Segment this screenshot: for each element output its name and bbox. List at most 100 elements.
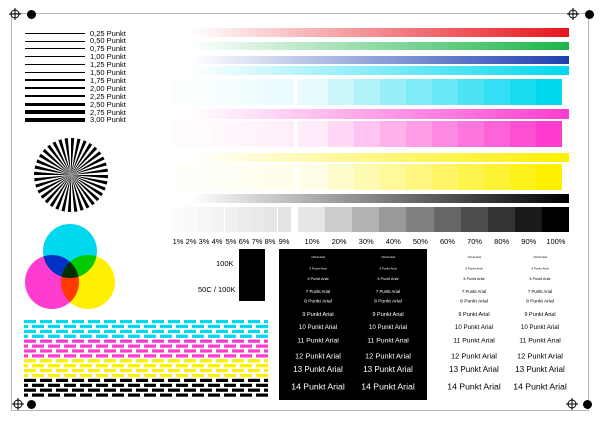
star-sector bbox=[36, 159, 71, 175]
stripe-block bbox=[264, 388, 268, 392]
black-label-100k: 100K bbox=[216, 259, 234, 268]
stripe-block bbox=[208, 334, 220, 338]
stripe-block bbox=[256, 354, 268, 358]
font-size-sample: 5 Punkt Arial bbox=[309, 266, 327, 271]
stripe-block bbox=[144, 373, 156, 378]
color-step bbox=[211, 164, 224, 190]
stripe-block bbox=[248, 388, 260, 392]
star-sector bbox=[34, 171, 71, 175]
stripe-block bbox=[24, 383, 28, 387]
line-width-sample bbox=[25, 71, 85, 74]
gradient-bar bbox=[172, 56, 569, 64]
stripe-block bbox=[128, 324, 140, 329]
line-width-label: 0,50 Punkt bbox=[90, 36, 126, 46]
stripe-block bbox=[240, 344, 252, 348]
stripe-block bbox=[72, 359, 84, 363]
stripe-block bbox=[72, 349, 84, 353]
color-step bbox=[484, 121, 510, 147]
star-sector bbox=[55, 175, 71, 210]
stripe-block bbox=[104, 320, 116, 324]
stripe-block bbox=[232, 369, 244, 373]
stripe-block bbox=[112, 334, 124, 338]
font-size-sample: 5 Punkt Arial bbox=[379, 266, 397, 271]
color-step bbox=[185, 121, 198, 147]
font-size-sample: 10 Punkt Arial bbox=[368, 323, 408, 331]
color-step bbox=[250, 79, 263, 105]
star-sector bbox=[52, 141, 71, 175]
stripe-block bbox=[264, 329, 268, 333]
stripe-block bbox=[72, 378, 84, 382]
stripe-block bbox=[64, 334, 76, 338]
star-sector bbox=[58, 139, 71, 175]
stripe-block bbox=[40, 339, 52, 343]
stripe-block bbox=[264, 339, 268, 343]
font-size-sample: 14 Punkt Arial bbox=[447, 381, 501, 392]
stripe-block bbox=[256, 334, 268, 338]
stripe-block bbox=[168, 388, 180, 392]
stripe-block bbox=[208, 373, 220, 378]
font-size-sample: 11 Punkt Arial bbox=[453, 337, 495, 345]
gray-label: 60% bbox=[439, 237, 456, 246]
gray-step bbox=[433, 207, 461, 232]
stripe-block bbox=[56, 349, 68, 353]
gray-step bbox=[541, 207, 570, 232]
font-size-sample: 6 Punkt Arial bbox=[377, 277, 399, 282]
stripe-block bbox=[24, 378, 36, 382]
stripe-block bbox=[176, 373, 188, 378]
stripe-block bbox=[216, 388, 228, 392]
stripe-block bbox=[248, 378, 260, 382]
stripe-block bbox=[184, 388, 196, 392]
star-sector bbox=[71, 175, 90, 209]
stripe-block bbox=[240, 383, 252, 387]
stripe-block bbox=[152, 359, 164, 363]
stripe-block bbox=[120, 359, 132, 363]
star-sector bbox=[38, 153, 71, 175]
font-size-sample: 4 Punkt Arial bbox=[381, 255, 395, 259]
stripe-block bbox=[128, 334, 140, 338]
stripe-block bbox=[232, 339, 244, 343]
gray-step bbox=[406, 207, 434, 232]
stripe-block bbox=[56, 369, 68, 373]
color-step bbox=[172, 121, 185, 147]
font-size-sample: 14 Punkt Arial bbox=[361, 381, 415, 392]
font-size-sample: 12 Punkt Arial bbox=[365, 351, 411, 361]
stripe-block bbox=[56, 359, 68, 363]
stripe-block bbox=[200, 349, 212, 353]
stripe-block bbox=[80, 373, 92, 378]
star-sector bbox=[71, 142, 93, 175]
stripe-block bbox=[128, 383, 140, 387]
color-step bbox=[510, 164, 536, 190]
star-sector bbox=[64, 138, 71, 175]
stripe-block bbox=[96, 393, 108, 397]
stripe-block bbox=[248, 369, 260, 373]
stripe-block bbox=[32, 393, 44, 397]
font-size-sample: 6 Punkt Arial bbox=[463, 277, 485, 282]
color-step bbox=[263, 121, 276, 147]
gray-step bbox=[487, 207, 516, 232]
stripe-block bbox=[160, 364, 172, 368]
stripe-block bbox=[224, 334, 236, 338]
stripe-block bbox=[48, 324, 60, 329]
line-width-label: 2,25 Punkt bbox=[90, 91, 126, 101]
stripe-block bbox=[24, 388, 36, 392]
stripe-block bbox=[176, 383, 188, 387]
stripe-block bbox=[224, 373, 236, 378]
gradient-bar bbox=[172, 28, 569, 37]
stripe-block bbox=[224, 324, 236, 329]
font-size-sample: 13 Punkt Arial bbox=[449, 364, 499, 374]
stripe-block bbox=[64, 344, 76, 348]
stripe-block bbox=[80, 364, 92, 368]
font-size-sample: 6 Punkt Arial bbox=[307, 277, 329, 282]
font-size-sample: 7 Punkt Arial bbox=[305, 288, 331, 294]
stripe-block bbox=[168, 378, 180, 382]
stripe-block bbox=[240, 373, 252, 378]
stripe-block bbox=[64, 373, 76, 378]
color-step bbox=[354, 79, 380, 105]
stripe-block bbox=[184, 369, 196, 373]
color-step bbox=[510, 79, 536, 105]
color-step bbox=[198, 121, 211, 147]
stripe-block bbox=[208, 354, 220, 358]
registration-mark-icon bbox=[12, 398, 24, 410]
stripe-block bbox=[192, 364, 204, 368]
stripe-block bbox=[96, 334, 108, 338]
